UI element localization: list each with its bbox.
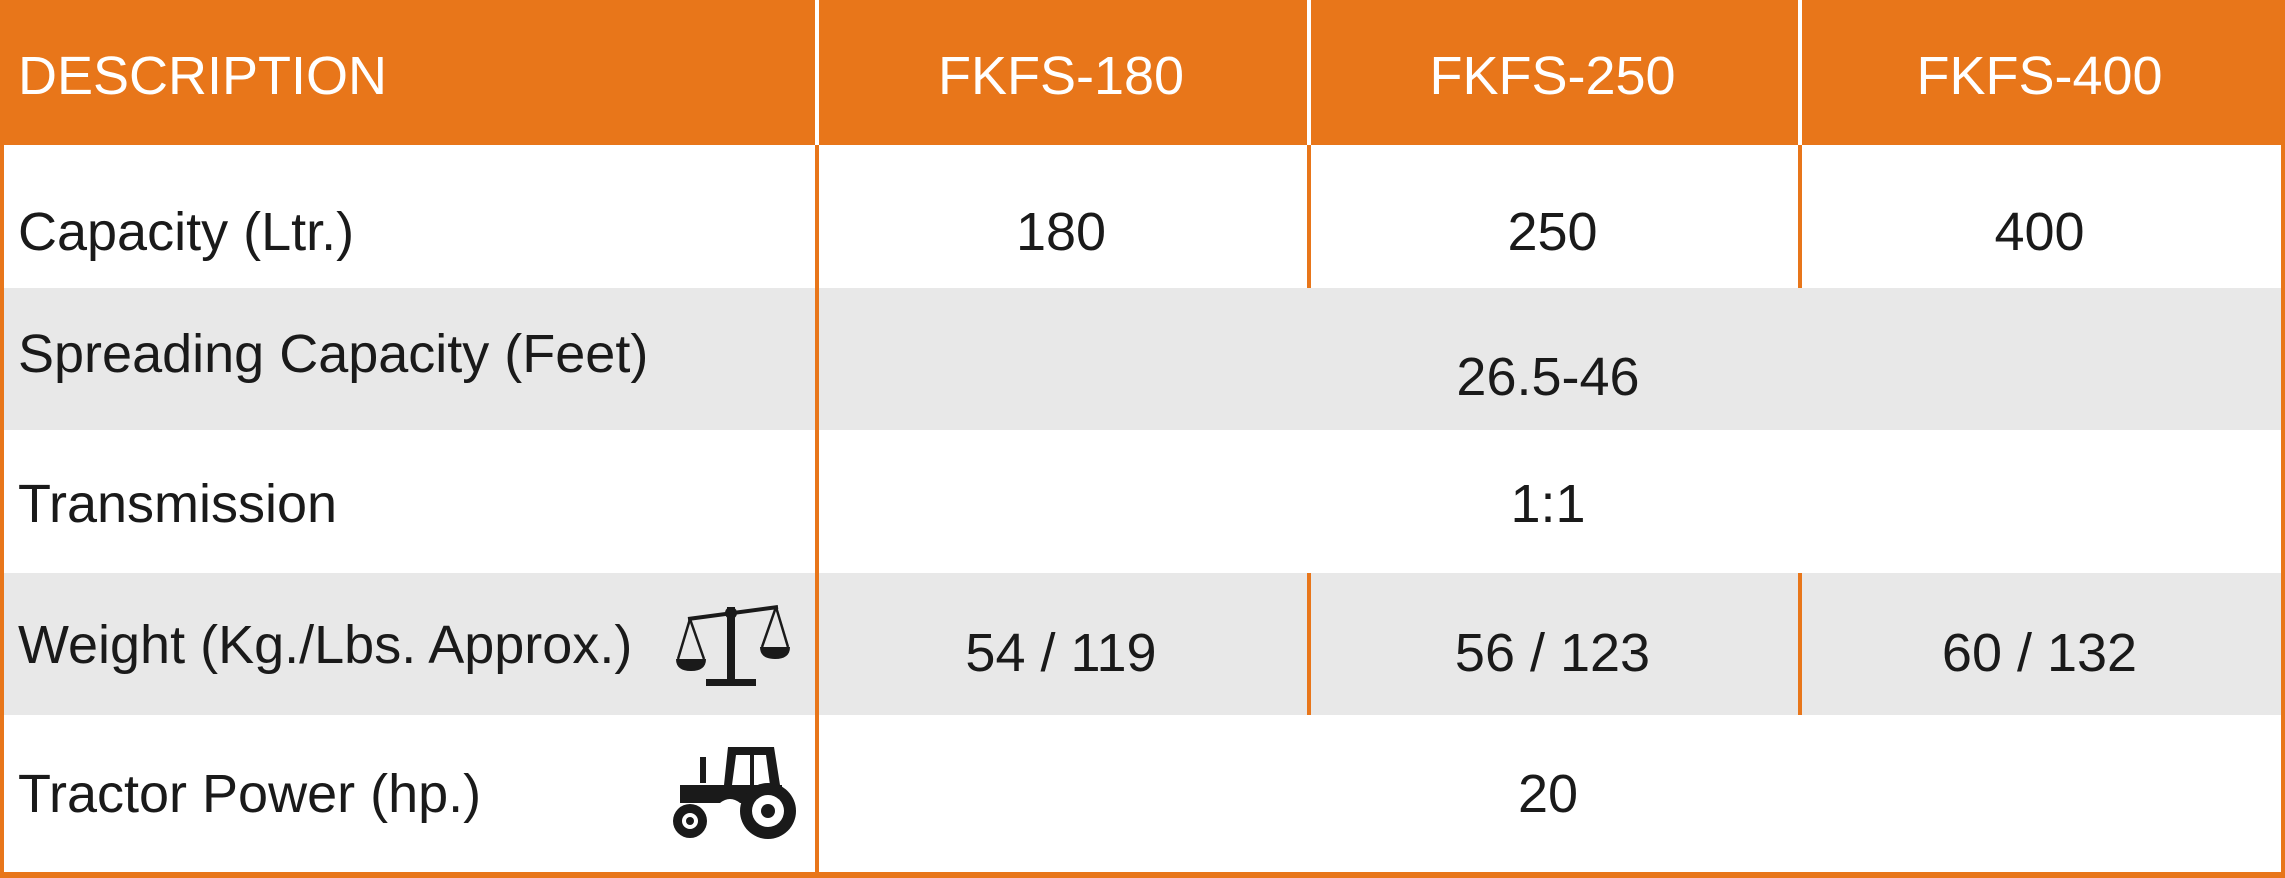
table-row: Tractor Power (hp.) 20 <box>4 715 2281 872</box>
table-row: Weight (Kg./Lbs. Approx.) 54 / 119 56 / … <box>4 573 2281 715</box>
cell-value: 60 / 132 <box>1941 623 2138 683</box>
cell-value: 20 <box>1517 763 1579 824</box>
cell-value: 250 <box>1507 201 1598 262</box>
row-label: Capacity (Ltr.) <box>18 201 355 262</box>
row-label: Tractor Power (hp.) <box>18 763 482 824</box>
tractor-icon <box>673 747 796 839</box>
header-divider <box>815 0 819 145</box>
row-label: Weight (Kg./Lbs. Approx.) <box>18 615 633 675</box>
header-description: DESCRIPTION <box>18 45 388 106</box>
column-divider <box>1307 573 1311 715</box>
header-model-250: FKFS-250 <box>1429 45 1676 106</box>
table-header-row: DESCRIPTION FKFS-180 FKFS-250 FKFS-400 <box>4 0 2281 145</box>
table-row: Spreading Capacity (Feet) 26.5-46 <box>4 288 2281 430</box>
row-label: Transmission <box>18 473 338 534</box>
balance-scale-icon <box>676 605 790 686</box>
header-divider <box>1798 0 1802 145</box>
column-divider <box>1798 145 1802 288</box>
column-divider <box>1798 573 1802 715</box>
cell-value: 54 / 119 <box>965 623 1157 683</box>
column-divider <box>815 145 819 872</box>
header-divider <box>1307 0 1311 145</box>
cell-value: 400 <box>1994 201 2085 262</box>
row-label: Spreading Capacity (Feet) <box>18 324 649 384</box>
cell-value: 1:1 <box>1510 473 1586 534</box>
table-row: Capacity (Ltr.) 180 250 400 <box>4 145 2281 288</box>
cell-value: 26.5-46 <box>1456 347 1640 407</box>
column-divider <box>1307 145 1311 288</box>
cell-value: 180 <box>1015 201 1107 262</box>
header-model-180: FKFS-180 <box>937 45 1185 106</box>
table-row: Transmission 1:1 <box>4 430 2281 573</box>
header-model-400: FKFS-400 <box>1916 45 2163 106</box>
cell-value: 56 / 123 <box>1454 623 1651 683</box>
